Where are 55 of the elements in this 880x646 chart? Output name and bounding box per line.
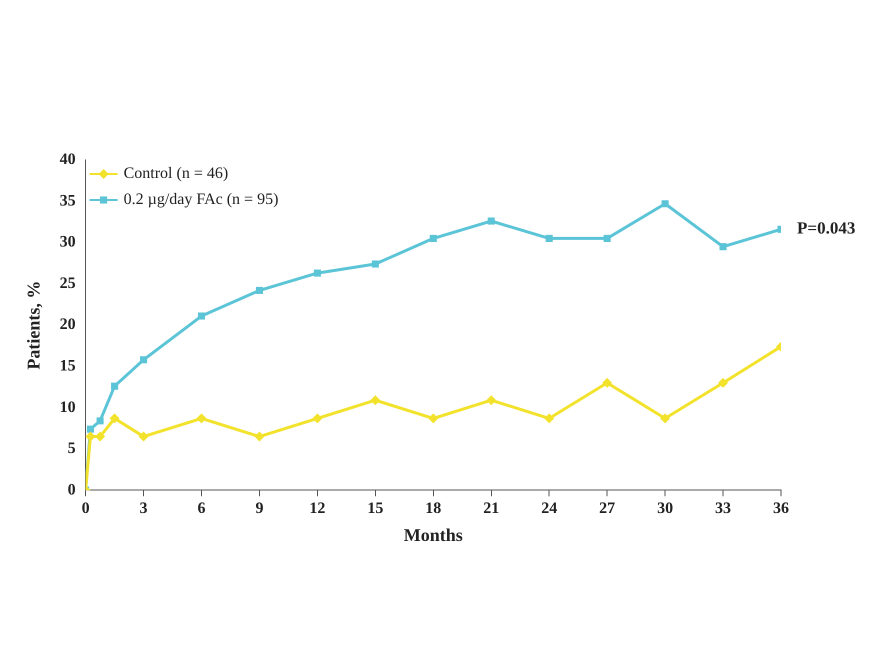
point — [138, 432, 149, 442]
point — [428, 413, 438, 424]
x-tick-label: 15 — [367, 500, 384, 517]
point — [312, 413, 322, 424]
x-tick-label: 3 — [140, 500, 148, 517]
point — [95, 432, 106, 442]
y-tick-label: 15 — [60, 358, 76, 375]
point — [720, 243, 727, 250]
y-tick-label: 30 — [60, 234, 76, 251]
y-tick-label: 40 — [60, 151, 76, 168]
point — [604, 234, 611, 242]
annotation: P=0.043 — [797, 218, 856, 238]
point — [196, 413, 206, 424]
point — [602, 378, 612, 388]
point — [110, 413, 120, 424]
x-tick-label: 36 — [773, 500, 789, 517]
point — [111, 382, 118, 390]
legend-label: 0.2 µg/day FAc (n = 95) — [124, 191, 278, 208]
y-tick-label: 25 — [60, 274, 76, 292]
point — [86, 432, 96, 442]
point — [256, 286, 263, 294]
x-tick-label: 30 — [657, 500, 674, 517]
point — [546, 234, 553, 242]
point — [86, 426, 94, 433]
x-tick-label: 9 — [255, 500, 264, 517]
x-tick-label: 18 — [425, 500, 442, 517]
point — [488, 218, 495, 225]
point — [662, 200, 669, 208]
x-tick-label: 33 — [715, 500, 732, 517]
y-tick-label: 10 — [60, 398, 76, 416]
x-tick-label: 24 — [541, 500, 558, 517]
legend-label: Control (n = 46) — [124, 165, 228, 182]
y-tick-label: 0 — [68, 481, 76, 498]
y-axis-title: Patients, % — [23, 280, 44, 370]
x-tick-label: 27 — [599, 500, 616, 517]
point — [370, 395, 380, 406]
point — [660, 413, 670, 424]
point — [544, 413, 554, 424]
point — [96, 417, 104, 424]
x-tick-label: 12 — [309, 500, 326, 517]
y-tick-label: 5 — [68, 440, 76, 458]
x-tick-label: 6 — [198, 500, 206, 517]
point — [486, 395, 496, 406]
point — [718, 378, 728, 388]
y-tick-label: 35 — [60, 192, 76, 210]
point — [140, 356, 148, 364]
x-tick-label: 0 — [82, 500, 90, 517]
point — [430, 234, 437, 242]
y-tick-label: 20 — [60, 316, 76, 334]
point — [254, 432, 264, 442]
x-tick-label: 21 — [483, 500, 500, 517]
point — [314, 270, 321, 277]
point — [372, 260, 379, 268]
x-axis-title: Months — [404, 524, 463, 545]
point — [198, 312, 206, 320]
